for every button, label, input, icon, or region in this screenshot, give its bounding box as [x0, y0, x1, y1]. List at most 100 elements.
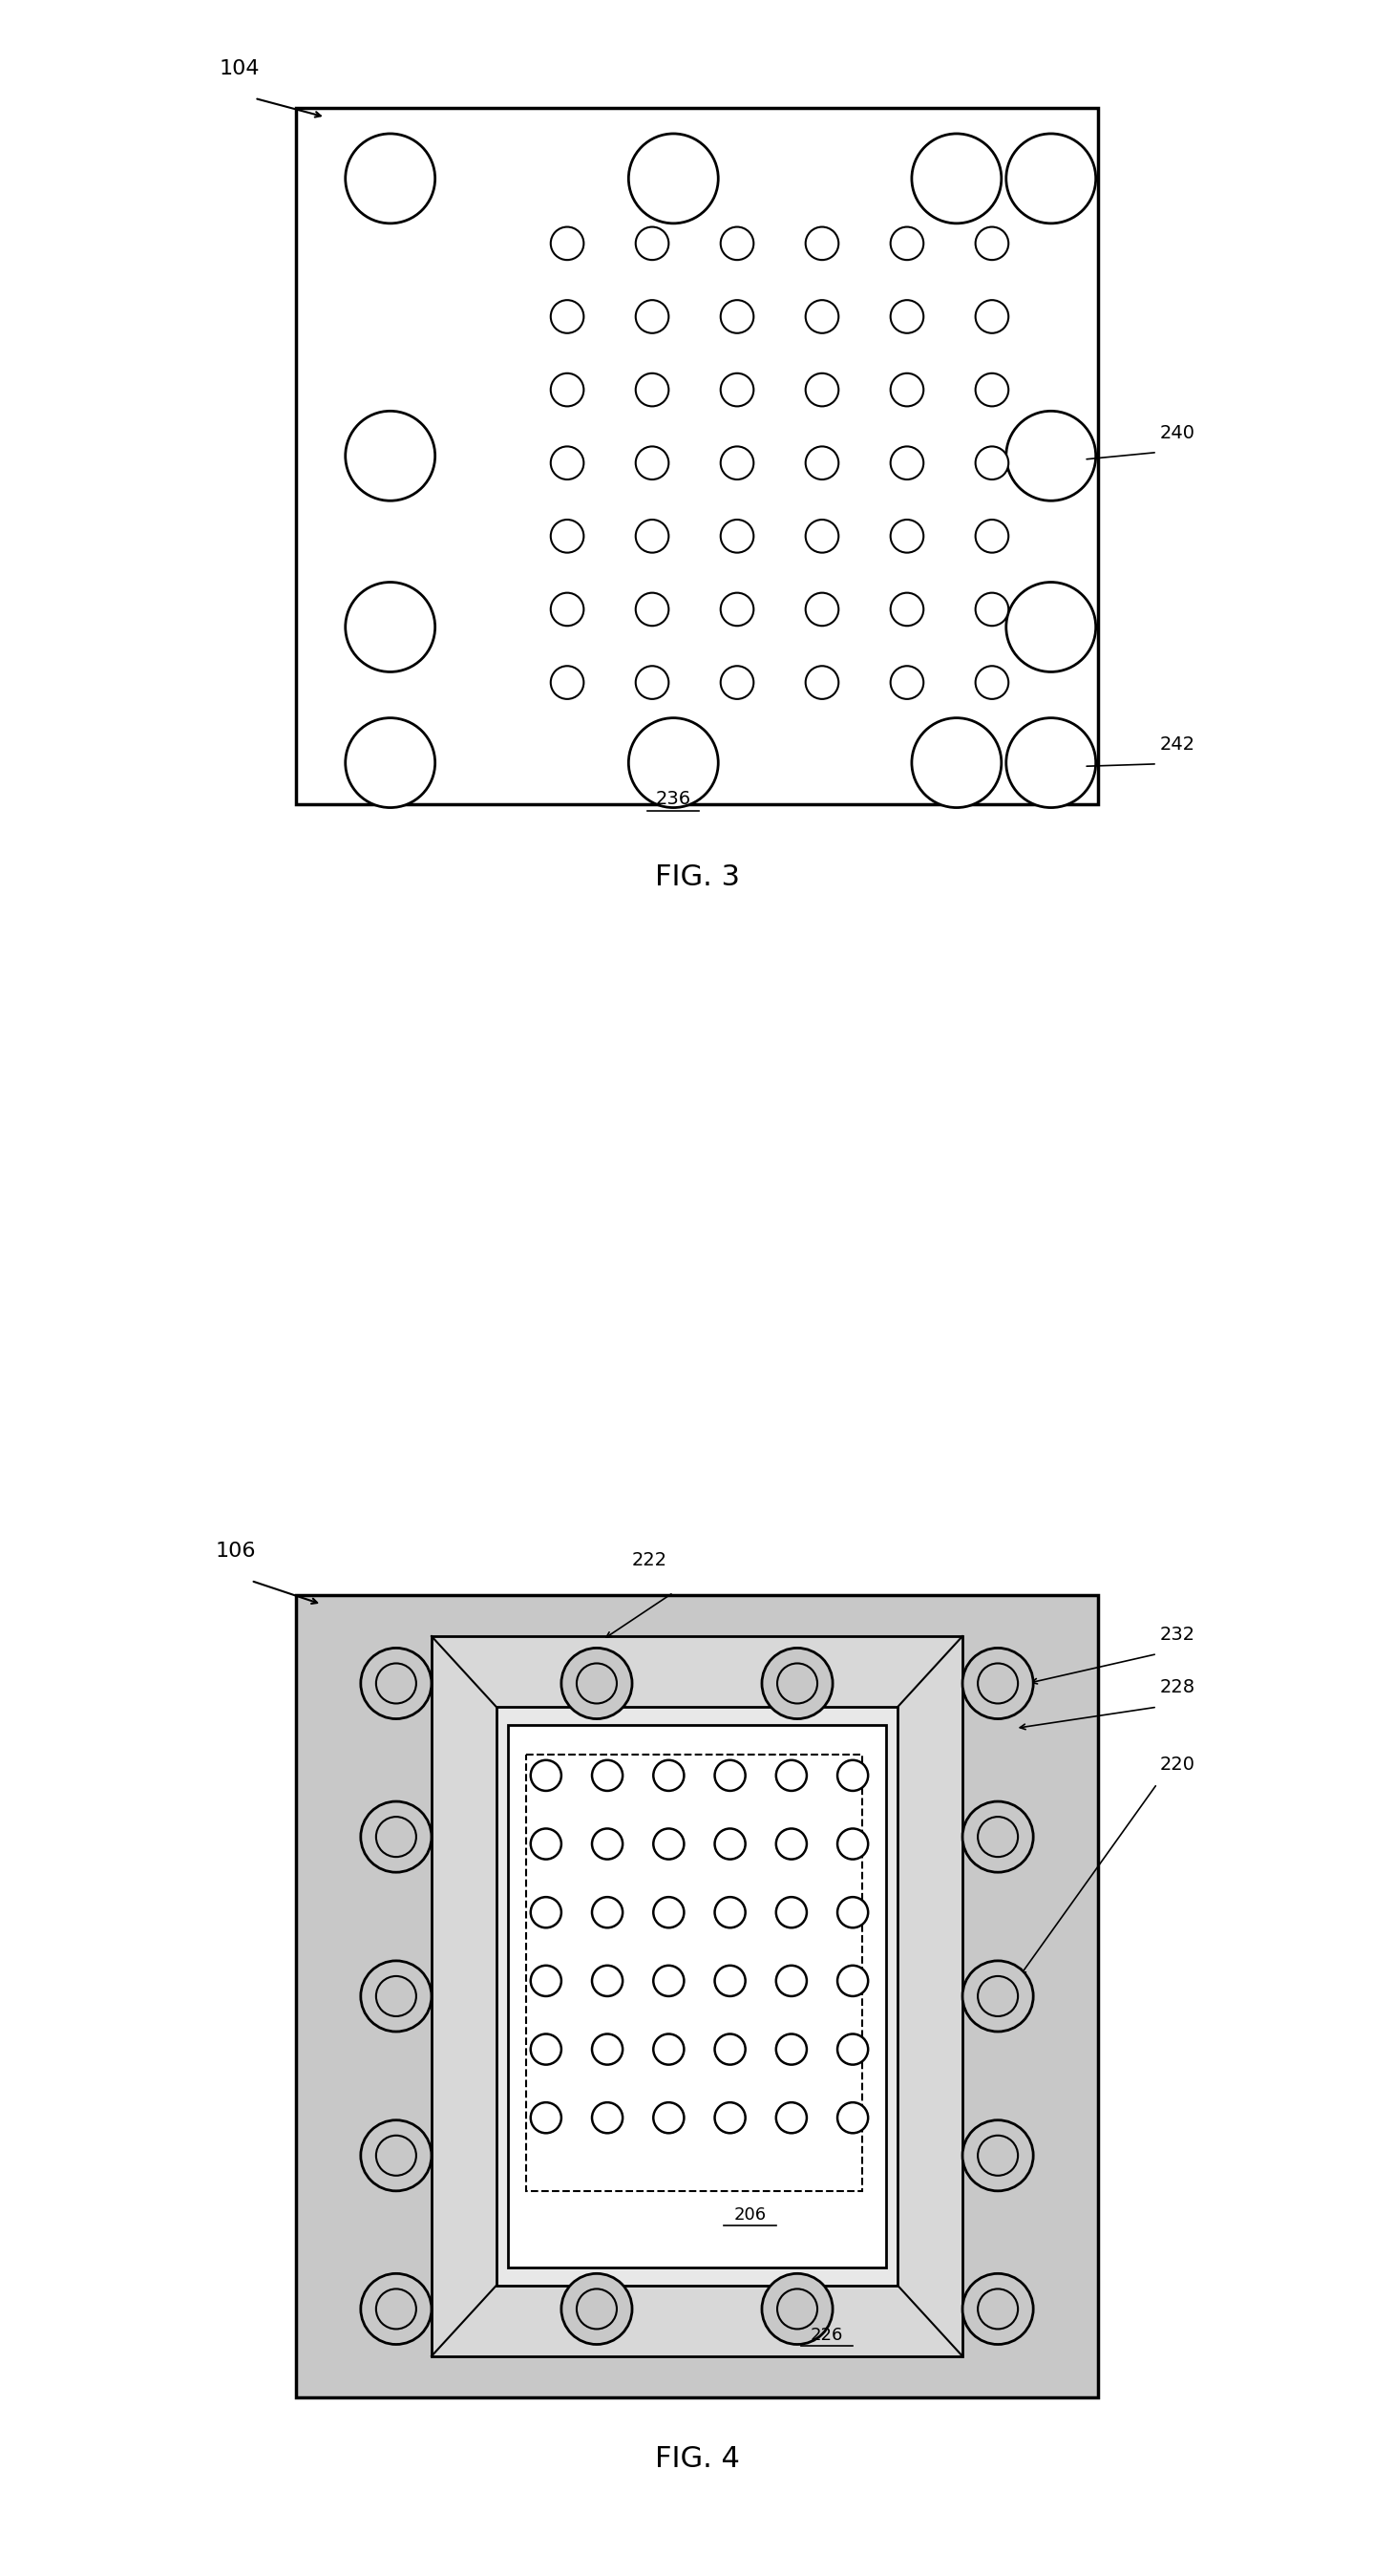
Circle shape	[838, 1965, 868, 1996]
Circle shape	[577, 1664, 616, 1703]
Circle shape	[962, 2275, 1033, 2344]
Circle shape	[376, 2136, 417, 2177]
Circle shape	[376, 1976, 417, 2017]
Circle shape	[654, 2035, 684, 2063]
Circle shape	[806, 299, 839, 332]
Circle shape	[376, 1664, 417, 1703]
Circle shape	[562, 1649, 631, 1718]
Circle shape	[346, 582, 435, 672]
Bar	[432, 1636, 962, 2357]
Circle shape	[715, 2102, 746, 2133]
Circle shape	[891, 520, 924, 554]
Circle shape	[838, 1896, 868, 1927]
Circle shape	[776, 1965, 807, 1996]
Circle shape	[977, 1976, 1018, 2017]
Circle shape	[715, 1759, 746, 1790]
Circle shape	[976, 374, 1008, 407]
Circle shape	[592, 2102, 623, 2133]
Circle shape	[912, 719, 1001, 809]
Circle shape	[912, 134, 1001, 224]
Circle shape	[891, 227, 924, 260]
Circle shape	[577, 2290, 616, 2329]
Text: 104: 104	[219, 59, 259, 77]
Circle shape	[838, 2035, 868, 2063]
Circle shape	[891, 374, 924, 407]
Circle shape	[715, 1829, 746, 1860]
Circle shape	[976, 520, 1008, 554]
Circle shape	[806, 667, 839, 698]
Circle shape	[551, 227, 584, 260]
Circle shape	[592, 1965, 623, 1996]
Circle shape	[361, 1960, 432, 2032]
Circle shape	[891, 299, 924, 332]
Text: 206: 206	[733, 2205, 767, 2223]
Circle shape	[346, 134, 435, 224]
Bar	[496, 1708, 898, 2285]
Circle shape	[806, 520, 839, 554]
Circle shape	[654, 1965, 684, 1996]
Circle shape	[1006, 719, 1096, 809]
Circle shape	[838, 1829, 868, 1860]
Circle shape	[654, 1896, 684, 1927]
Circle shape	[962, 2120, 1033, 2192]
Text: 222: 222	[631, 1551, 668, 1569]
Circle shape	[806, 446, 839, 479]
Text: 236: 236	[655, 791, 691, 809]
Circle shape	[636, 520, 669, 554]
Circle shape	[778, 2290, 817, 2329]
Circle shape	[654, 1759, 684, 1790]
Circle shape	[891, 592, 924, 626]
Text: 232: 232	[1160, 1625, 1195, 1643]
Circle shape	[592, 1829, 623, 1860]
Circle shape	[721, 227, 754, 260]
Circle shape	[977, 2136, 1018, 2177]
Circle shape	[531, 1829, 562, 1860]
Circle shape	[776, 1759, 807, 1790]
Circle shape	[721, 446, 754, 479]
Text: FIG. 4: FIG. 4	[655, 2445, 739, 2473]
Circle shape	[636, 374, 669, 407]
Circle shape	[361, 1801, 432, 1873]
Circle shape	[977, 2290, 1018, 2329]
Circle shape	[806, 592, 839, 626]
Circle shape	[531, 1896, 562, 1927]
Circle shape	[361, 2120, 432, 2192]
Circle shape	[806, 227, 839, 260]
Circle shape	[778, 1664, 817, 1703]
Circle shape	[361, 1649, 432, 1718]
Bar	[526, 1754, 861, 2192]
Circle shape	[629, 134, 718, 224]
Bar	[296, 1595, 1098, 2398]
Circle shape	[376, 1816, 417, 1857]
Circle shape	[715, 1896, 746, 1927]
Circle shape	[838, 1759, 868, 1790]
Circle shape	[346, 412, 435, 500]
Circle shape	[838, 2102, 868, 2133]
Circle shape	[776, 1829, 807, 1860]
Circle shape	[636, 227, 669, 260]
Circle shape	[721, 592, 754, 626]
Circle shape	[891, 446, 924, 479]
Circle shape	[654, 1829, 684, 1860]
Circle shape	[806, 374, 839, 407]
Circle shape	[976, 667, 1008, 698]
Circle shape	[715, 1965, 746, 1996]
Circle shape	[376, 2290, 417, 2329]
Circle shape	[531, 2035, 562, 2063]
Circle shape	[531, 1759, 562, 1790]
Circle shape	[531, 2102, 562, 2133]
Circle shape	[776, 2035, 807, 2063]
Circle shape	[962, 1960, 1033, 2032]
Circle shape	[976, 446, 1008, 479]
Circle shape	[763, 2275, 832, 2344]
Circle shape	[976, 227, 1008, 260]
Circle shape	[636, 667, 669, 698]
Circle shape	[891, 667, 924, 698]
Circle shape	[654, 2102, 684, 2133]
Circle shape	[551, 520, 584, 554]
Bar	[509, 1726, 885, 2267]
Circle shape	[721, 667, 754, 698]
Circle shape	[721, 520, 754, 554]
Circle shape	[551, 592, 584, 626]
Circle shape	[629, 719, 718, 809]
